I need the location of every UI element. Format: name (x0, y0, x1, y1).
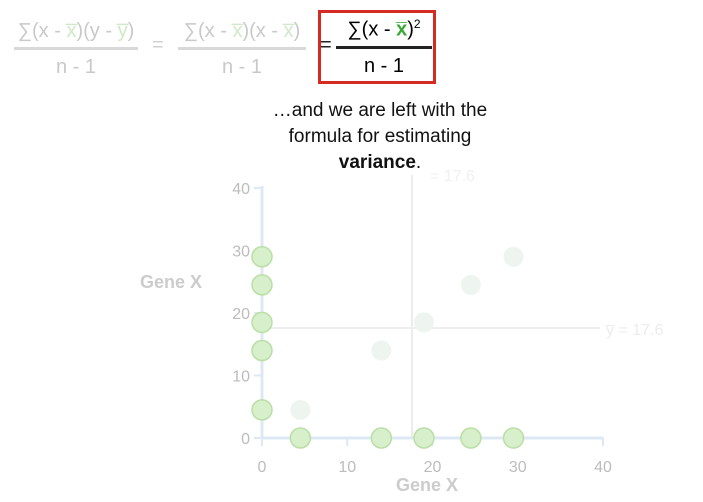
caption-text: …and we are left with the formula for es… (240, 98, 520, 176)
y-axis-data-point (251, 399, 273, 421)
num-suffix: ) (127, 20, 135, 42)
x-tick-label: 30 (509, 459, 527, 476)
caption-line-2: formula for estimating (288, 126, 472, 147)
xx-numerator: ∑(x - x̅)(x - x̅) (178, 20, 306, 43)
caption-line-1: …and we are left with the (272, 100, 488, 121)
x-bar-symbol: x̅ (232, 20, 243, 42)
xx-denominator: n - 1 (221, 56, 263, 78)
variance-fraction: ∑(x - x̅)2 n - 1 (336, 17, 432, 78)
num-mid: )(x - (242, 20, 284, 42)
y-tick-label: 20 (232, 306, 250, 323)
caption-period: . (415, 152, 422, 173)
x-axis-data-point (289, 427, 312, 449)
variance-denominator: n - 1 (363, 54, 405, 77)
x-tick-label: 10 (338, 459, 356, 476)
equals-sign-2: = (320, 34, 332, 56)
y-tick-label: 0 (241, 431, 250, 448)
fraction-bar (178, 47, 306, 50)
mean-y-label: y̅ = 17.6 (606, 322, 664, 339)
x-axis-data-point (502, 427, 525, 449)
equals-sign-1: = (152, 34, 164, 56)
x-tick-label: 20 (424, 459, 442, 476)
y-axis-data-point (251, 311, 273, 334)
num-prefix: ∑(x - (347, 18, 397, 41)
exponent: 2 (413, 17, 421, 31)
x-axis-data-point (460, 427, 482, 449)
faded-data-point (460, 274, 481, 295)
mean-x-label: = 17.6 (430, 168, 475, 185)
x-axis-data-point (370, 427, 393, 449)
y-axis-data-point (251, 274, 273, 296)
x-tick-label: 0 (258, 459, 267, 476)
y-tick-label: 40 (232, 181, 250, 198)
y-axis-data-point (251, 246, 273, 268)
x-tick-label: 40 (594, 459, 612, 476)
x-bar-symbol: x̅ (396, 18, 408, 41)
faded-data-point (503, 246, 524, 267)
caption-bold-word: variance (338, 152, 416, 173)
faded-data-point (413, 312, 434, 333)
num-suffix: ) (293, 20, 301, 42)
num-suffix: ) (407, 18, 414, 41)
faded-data-point (371, 340, 392, 361)
x-bar-symbol: x̅ (283, 20, 294, 42)
fraction-bar (336, 45, 432, 49)
num-mid: )(y - (76, 20, 118, 42)
y-axis-data-point (251, 339, 273, 362)
variance-numerator: ∑(x - x̅)2 (336, 17, 432, 42)
covariance-denominator: n - 1 (55, 56, 97, 78)
y-tick-label: 30 (232, 244, 250, 261)
caption-line-3: variance. (240, 150, 520, 176)
xx-fraction: ∑(x - x̅)(x - x̅) n - 1 (178, 20, 306, 79)
x-bar-symbol: x̅ (66, 20, 77, 42)
fraction-bar (14, 47, 138, 50)
faded-data-point (290, 399, 311, 420)
y-bar-symbol: y̅ (117, 20, 128, 42)
x-axis-data-point (413, 427, 435, 449)
num-prefix: ∑(x - (17, 20, 67, 42)
covariance-fraction: ∑(x - x̅)(y - y̅) n - 1 (14, 20, 138, 79)
x-axis-label: Gene X (396, 475, 459, 495)
covariance-numerator: ∑(x - x̅)(y - y̅) (14, 20, 138, 43)
y-axis-label: Gene X (140, 272, 203, 292)
num-prefix: ∑(x - (183, 20, 233, 42)
y-tick-label: 10 (232, 369, 250, 386)
